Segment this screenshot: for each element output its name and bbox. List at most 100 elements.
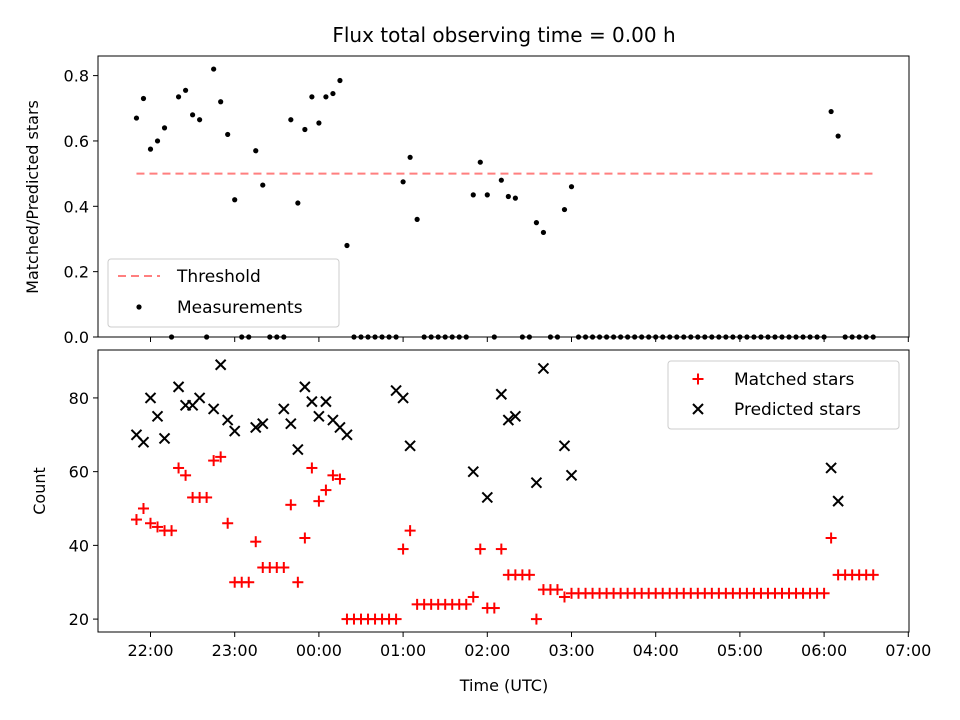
matched-star-point [488,602,500,614]
measurement-point [421,334,427,340]
matched-star-point [137,503,149,515]
measurement-point [260,182,266,188]
predicted-star-point [313,410,325,423]
measurement-point [428,334,434,340]
matched-star-point [867,569,879,581]
predicted-star-point [537,362,550,375]
measurement-point [470,192,476,198]
predicted-star-point [151,410,164,423]
matched-star-point [495,543,507,555]
matched-star-point [145,517,156,529]
matched-stars-points [130,451,879,625]
measurement-point [225,131,231,138]
matched-star-point [250,536,262,548]
measurement-point [463,334,469,340]
measurement-point [435,334,441,340]
measurement-point [211,66,217,72]
measurement-point [330,90,336,97]
predicted-star-point [509,410,522,423]
top-y-tick-label: 0.2 [64,263,89,282]
predicted-star-point [292,443,304,456]
measurement-point [505,193,511,200]
predicted-star-point [221,414,234,426]
measurement-point [358,334,364,340]
predicted-star-point [207,403,220,415]
predicted-star-point [172,381,185,393]
measurement-point [540,229,547,236]
measurement-point [344,242,350,249]
measurement-point [807,334,813,340]
predicted-star-point [320,395,332,408]
predicted-star-point [530,476,543,489]
x-tick-label: 07:00 [885,641,931,660]
bottom-panel-frame [97,349,910,633]
measurement-point [498,177,504,183]
legend-predicted-marker [692,403,704,415]
legend-matched-swatch [692,373,704,385]
predicted-star-point [558,440,571,452]
top-legend-box [107,258,340,328]
measurement-point [147,146,154,152]
measurement-point [660,334,666,340]
measurement-point [639,334,645,340]
matched-star-point [404,525,416,537]
top-y-tick-label: 0.6 [64,132,89,151]
measurement-point [751,334,757,340]
measurement-point [709,334,715,340]
legend-matched-marker [692,373,704,385]
matched-star-point [152,521,164,533]
measurement-point [611,334,617,340]
bottom-legend-box [667,360,900,430]
predicted-star-point [832,495,844,507]
measurement-point [232,197,238,203]
matched-star-point [285,499,297,511]
measurement-point [737,334,743,340]
bottom-y-ticks: 20 40 60 80 [69,389,98,629]
measurement-point [393,334,399,340]
bottom-panel: 20 40 60 80 22:00 23:00 00:00 01:00 02:00 03:00 0… [30,349,931,695]
measurement-point [730,334,736,340]
top-y-axis-label: Matched/Predicted stars [23,100,42,294]
predicted-star-point [278,403,290,415]
measurement-point [688,334,694,340]
matched-star-point [306,462,318,474]
matched-star-point [292,576,304,588]
matched-star-point [530,613,542,625]
x-tick-label: 06:00 [801,641,847,660]
legend-predicted-swatch [692,403,704,415]
measurement-point [702,334,708,340]
matched-star-point [201,491,213,503]
matched-star-point [334,473,346,485]
measurement-point [533,220,540,226]
measurement-point [175,94,182,100]
x-tick-label: 22:00 [127,641,173,660]
predicted-star-point [193,392,206,404]
measurement-point [190,112,196,118]
predicted-star-point [306,395,318,408]
measurement-point [695,334,701,340]
matched-star-point [313,495,325,507]
bottom-y-axis-label: Count [30,467,49,515]
predicted-star-point [397,392,409,404]
measurement-point [821,334,827,340]
measurement-point [281,334,287,340]
predicted-star-point [495,388,508,400]
legend-predicted-label: Predicted stars [734,400,861,420]
x-tick-label: 23:00 [212,641,258,660]
matched-star-point [397,543,409,555]
measurement-point [568,184,575,190]
measurement-point [456,334,462,340]
predicted-star-point [158,432,171,445]
measurement-point [449,334,455,340]
measurement-point [667,334,673,340]
predicted-star-point [214,359,227,371]
measurement-point [197,117,203,123]
predicted-stars-points [130,359,844,507]
matched-star-point [173,462,185,474]
predicted-star-point [481,491,494,504]
legend-measurements-label: Measurements [177,298,303,318]
matched-star-point [523,569,535,581]
measurement-point [484,192,490,198]
measurement-point [575,334,582,340]
